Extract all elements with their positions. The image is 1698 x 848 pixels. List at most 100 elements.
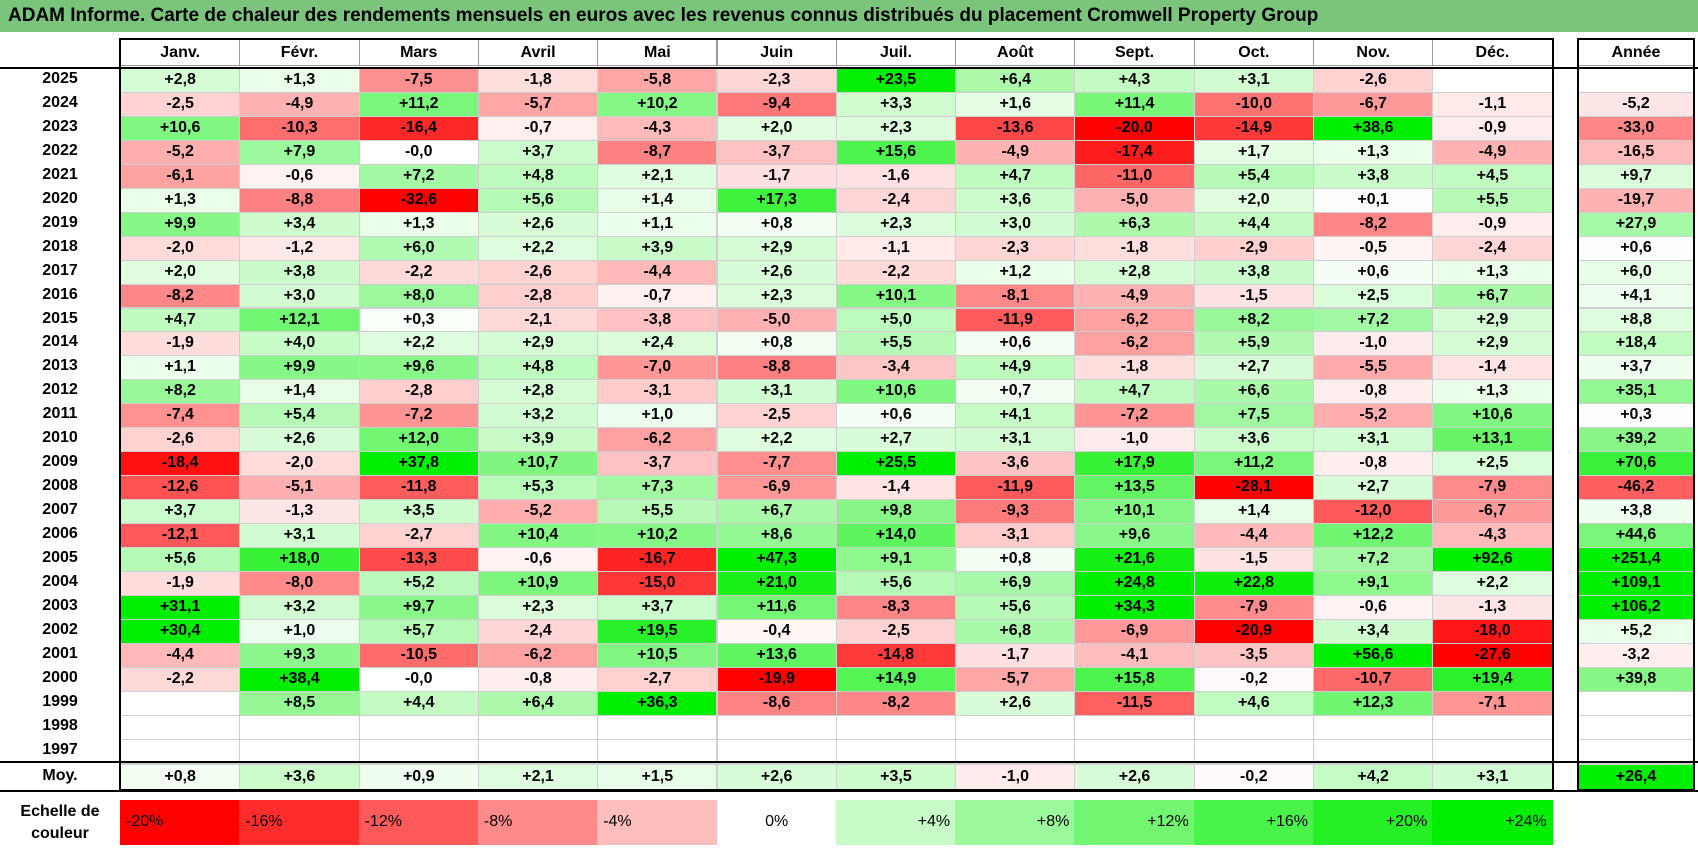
heatmap-cell: -8,6 bbox=[716, 690, 837, 716]
heatmap-cell: +1,4 bbox=[239, 379, 360, 405]
month-header-4: Avril bbox=[477, 39, 599, 66]
year-label: 2013 bbox=[42, 357, 78, 375]
heatmap-cell: +9,1 bbox=[1313, 570, 1434, 596]
heatmap-cell: +9,7 bbox=[358, 594, 479, 620]
heatmap-cell: +9,1 bbox=[835, 547, 957, 572]
heatmap-cell: +11,6 bbox=[716, 594, 837, 620]
heatmap-cell: -5,7 bbox=[477, 91, 599, 117]
average-cell: +1,5 bbox=[597, 764, 718, 790]
color-scale-label: Echelle de couleur bbox=[20, 803, 100, 842]
heatmap-cell: -7,9 bbox=[1193, 594, 1314, 620]
heatmap-cell bbox=[597, 714, 718, 740]
heatmap-cell bbox=[477, 738, 599, 764]
heatmap-cell: +3,1 bbox=[239, 523, 360, 548]
year-label: 2007 bbox=[42, 501, 78, 519]
heatmap-cell: +5,0 bbox=[835, 307, 957, 333]
heatmap-cell: +3,2 bbox=[477, 403, 599, 429]
heatmap-cell: +1,1 bbox=[120, 355, 241, 381]
year-label: 1997 bbox=[42, 740, 78, 758]
heatmap-cell: -8,2 bbox=[120, 283, 241, 309]
heatmap-cell: -2,4 bbox=[477, 618, 599, 644]
heatmap-cell: +7,2 bbox=[1313, 307, 1434, 333]
heatmap-cell: +3,8 bbox=[239, 259, 360, 285]
heatmap-cell: +3,7 bbox=[477, 139, 599, 165]
heatmap-cell: -0,2 bbox=[1193, 666, 1314, 692]
heatmap-cell: -5,8 bbox=[597, 68, 718, 93]
annual-cell: +39,2 bbox=[1578, 427, 1694, 453]
heatmap-cell bbox=[1432, 68, 1553, 93]
heatmap-cell: -1,7 bbox=[955, 642, 1076, 668]
heatmap-cell: +4,9 bbox=[955, 355, 1076, 381]
average-annual-cell: +26,4 bbox=[1578, 764, 1694, 790]
heatmap-cell: -7,9 bbox=[1432, 475, 1553, 501]
heatmap-cell: +2,3 bbox=[477, 594, 599, 620]
heatmap-cell: -5,1 bbox=[239, 475, 360, 501]
heatmap-cell: +17,3 bbox=[716, 187, 837, 213]
heatmap-cell: +1,3 bbox=[1432, 259, 1553, 285]
heatmap-cell: +13,5 bbox=[1074, 475, 1195, 501]
heatmap-cell: -0,8 bbox=[1313, 451, 1434, 477]
month-header-10: Oct. bbox=[1193, 39, 1314, 66]
annual-cell: -3,2 bbox=[1578, 642, 1694, 668]
heatmap-cell: -2,7 bbox=[597, 666, 718, 692]
heatmap-cell: -2,7 bbox=[358, 523, 479, 548]
heatmap-cell: -14,9 bbox=[1193, 115, 1314, 141]
heatmap-cell: -4,4 bbox=[597, 259, 718, 285]
heatmap-cell: +2,5 bbox=[1432, 451, 1553, 477]
heatmap-cell: +5,5 bbox=[1432, 187, 1553, 213]
heatmap-cell: -1,8 bbox=[477, 68, 599, 93]
heatmap-cell: -12,6 bbox=[120, 475, 241, 501]
heatmap-cell: +8,0 bbox=[358, 283, 479, 309]
heatmap-cell bbox=[716, 714, 837, 740]
heatmap-cell bbox=[239, 714, 360, 740]
year-label: 2009 bbox=[42, 453, 78, 471]
heatmap-cell: -4,4 bbox=[120, 642, 241, 668]
average-cell: +4,2 bbox=[1313, 764, 1434, 790]
heatmap-cell: -0,7 bbox=[597, 283, 718, 309]
heatmap-cell: +2,0 bbox=[716, 115, 837, 141]
heatmap-cell: +6,6 bbox=[1193, 379, 1314, 405]
average-cell: +2,6 bbox=[1074, 764, 1195, 790]
heatmap-cell: +2,2 bbox=[358, 331, 479, 357]
month-header-7: Juil. bbox=[835, 39, 957, 66]
heatmap-cell: +92,6 bbox=[1432, 547, 1553, 572]
heatmap-cell: +10,4 bbox=[477, 523, 599, 548]
heatmap-cell: +2,6 bbox=[477, 211, 599, 237]
heatmap-cell: +5,6 bbox=[835, 570, 957, 596]
heatmap-cell: +2,3 bbox=[835, 115, 957, 141]
color-scale-swatch: -4% bbox=[597, 800, 718, 845]
heatmap-cell: +3,1 bbox=[955, 427, 1076, 453]
heatmap-cell bbox=[120, 714, 241, 740]
heatmap-cell: -2,2 bbox=[358, 259, 479, 285]
heatmap-cell: +13,1 bbox=[1432, 427, 1553, 453]
heatmap-cell: +3,5 bbox=[358, 499, 479, 525]
heatmap-cell: -2,5 bbox=[716, 403, 837, 429]
heatmap-cell: -2,8 bbox=[358, 379, 479, 405]
heatmap-cell: +3,7 bbox=[597, 594, 718, 620]
heatmap-cell bbox=[1313, 714, 1434, 740]
heatmap-cell: -27,6 bbox=[1432, 642, 1553, 668]
color-scale-swatch: -16% bbox=[239, 800, 360, 845]
heatmap-cell: +2,2 bbox=[1432, 570, 1553, 596]
heatmap-cell: +9,8 bbox=[835, 499, 957, 525]
heatmap-cell: +7,3 bbox=[597, 475, 718, 501]
heatmap-cell: -0,6 bbox=[477, 547, 599, 572]
heatmap-cell: -6,9 bbox=[1074, 618, 1195, 644]
heatmap-cell: -18,0 bbox=[1432, 618, 1553, 644]
average-cell: +0,9 bbox=[358, 764, 479, 790]
heatmap-cell: -0,8 bbox=[1313, 379, 1434, 405]
annual-cell: +9,7 bbox=[1578, 163, 1694, 189]
heatmap-cell: -1,8 bbox=[1074, 355, 1195, 381]
heatmap-cell: -3,5 bbox=[1193, 642, 1314, 668]
annual-cell bbox=[1578, 690, 1694, 716]
color-scale-swatch: +8% bbox=[955, 800, 1076, 845]
heatmap-cell: +22,8 bbox=[1193, 570, 1314, 596]
heatmap-cell: -1,9 bbox=[120, 570, 241, 596]
heatmap-cell: -11,9 bbox=[955, 307, 1076, 333]
heatmap-cell: -17,4 bbox=[1074, 139, 1195, 165]
heatmap-cell: +8,2 bbox=[120, 379, 241, 405]
average-cell: +3,1 bbox=[1432, 764, 1553, 790]
heatmap-cell: -1,4 bbox=[1432, 355, 1553, 381]
annual-cell: +35,1 bbox=[1578, 379, 1694, 405]
heatmap-cell: +1,1 bbox=[597, 211, 718, 237]
